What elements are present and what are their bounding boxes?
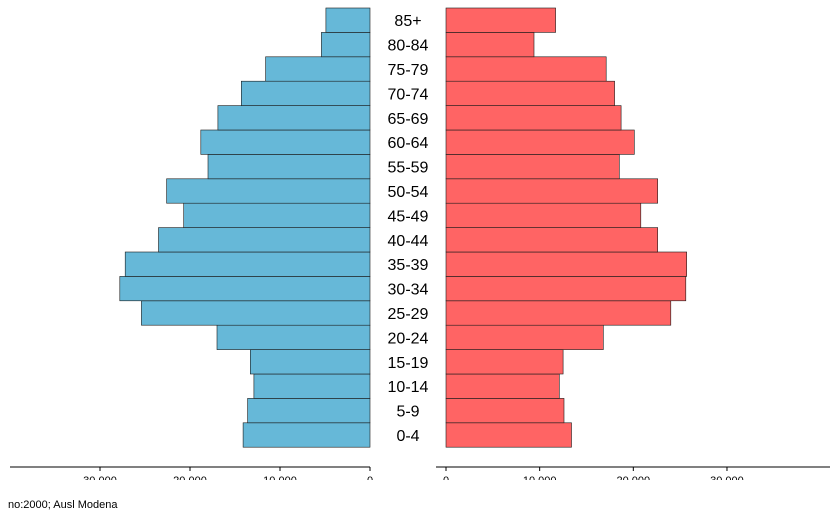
bar-left-60-64: [200, 129, 371, 155]
bar-left-75-79: [265, 56, 371, 82]
bar-right-60-64: [445, 129, 635, 155]
left-axis-tick-label: 20.000: [173, 475, 207, 480]
right-axis-tick-label: 30.000: [710, 475, 744, 480]
age-group-label: 75-79: [388, 62, 429, 79]
bar-right-80-84: [445, 32, 535, 58]
age-group-label: 45-49: [388, 208, 429, 225]
age-group-label: 35-39: [388, 257, 429, 274]
bar-right-35-39: [445, 251, 687, 277]
bar-left-30-34: [119, 276, 371, 302]
age-group-label: 80-84: [388, 38, 429, 55]
age-group-label: 0-4: [396, 428, 419, 445]
bar-left-15-19: [250, 349, 371, 375]
left-axis-tick-label: 30.000: [83, 475, 117, 480]
bar-left-40-44: [158, 227, 371, 253]
bar-left-80-84: [321, 32, 371, 58]
chart-canvas: 0-4 5-9 10-14 15-19 20-24 25-29 30-34 35-39 40-4…: [10, 7, 830, 487]
bar-right-75-79: [445, 56, 607, 82]
age-group-label: 20-24: [388, 330, 429, 347]
age-group-label: 10-14: [388, 379, 429, 396]
bar-right-45-49: [445, 202, 642, 228]
age-group-label: 70-74: [388, 86, 429, 103]
bar-right-40-44: [445, 227, 658, 253]
right-axis-tick-label: 0: [443, 475, 449, 480]
age-group-label: 15-19: [388, 355, 429, 372]
bar-right-0-4: [445, 422, 572, 448]
bar-left-85+: [325, 7, 371, 33]
bar-left-65-69: [217, 105, 371, 131]
bar-left-50-54: [166, 178, 371, 204]
bar-right-55-59: [445, 154, 620, 180]
right-axis-tick-label: 20.000: [616, 475, 650, 480]
bar-right-30-34: [445, 276, 687, 302]
bar-right-70-74: [445, 80, 615, 106]
age-group-label: 85+: [394, 13, 421, 30]
bar-left-70-74: [241, 80, 371, 106]
bar-left-55-59: [207, 154, 371, 180]
age-group-label: 60-64: [388, 135, 429, 152]
age-group-label: 65-69: [388, 111, 429, 128]
left-axis-tick-label: 10.000: [263, 475, 297, 480]
right-axis-tick-label: 10.000: [523, 475, 557, 480]
age-group-label: 5-9: [396, 404, 419, 421]
bar-left-20-24: [216, 324, 371, 350]
bar-left-0-4: [242, 422, 371, 448]
source-footnote: no:2000; Ausl Modena: [8, 499, 118, 511]
left-axis-tick-label: 0: [367, 475, 373, 480]
bar-right-5-9: [445, 398, 565, 424]
bar-right-85+: [445, 7, 556, 33]
bar-right-50-54: [445, 178, 658, 204]
bar-left-5-9: [247, 398, 371, 424]
age-group-label: 25-29: [388, 306, 429, 323]
bar-right-65-69: [445, 105, 622, 131]
bar-right-10-14: [445, 373, 560, 399]
bar-right-15-19: [445, 349, 564, 375]
age-group-label: 40-44: [388, 233, 429, 250]
bar-right-20-24: [445, 324, 604, 350]
bar-left-45-49: [183, 202, 371, 228]
age-group-label: 50-54: [388, 184, 429, 201]
bar-left-35-39: [124, 251, 371, 277]
bar-left-10-14: [253, 373, 371, 399]
bar-left-25-29: [141, 300, 371, 326]
age-group-label: 55-59: [388, 160, 429, 177]
bar-right-25-29: [445, 300, 672, 326]
age-group-label: 30-34: [388, 282, 429, 299]
